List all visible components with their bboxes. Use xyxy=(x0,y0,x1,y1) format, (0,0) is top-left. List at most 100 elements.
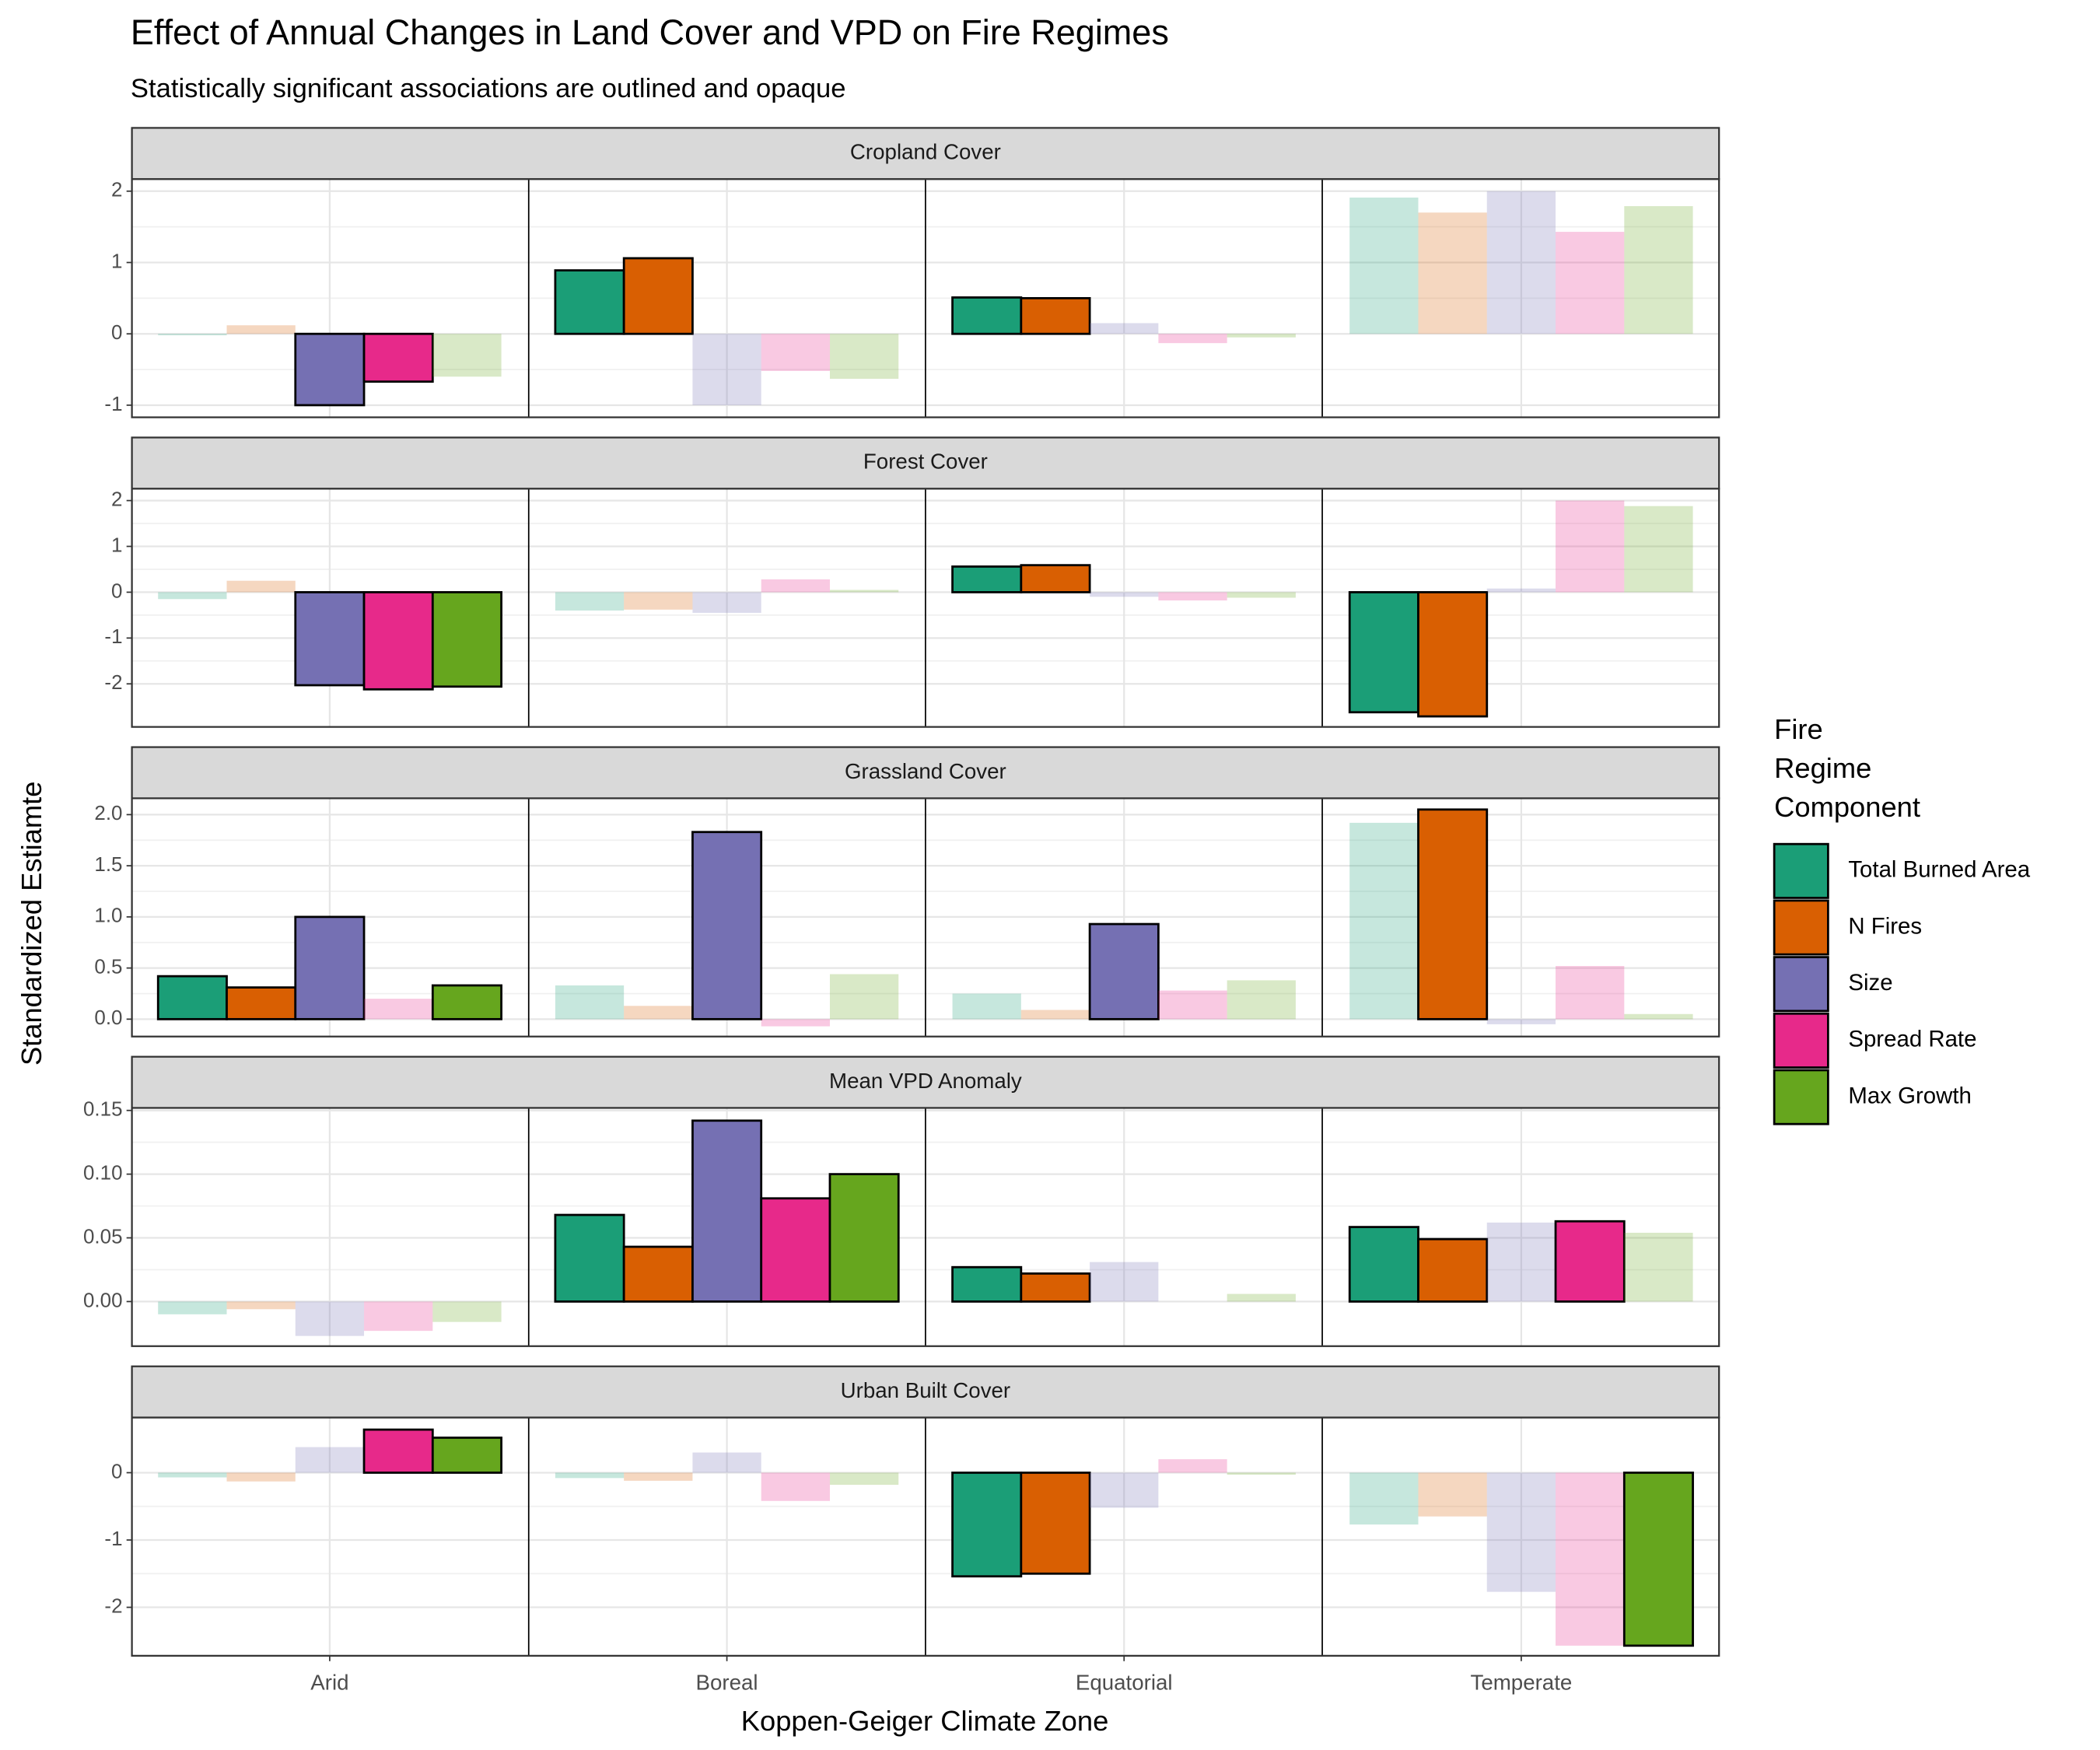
bar xyxy=(555,985,625,1020)
x-axis-label: Koppen-Geiger Climate Zone xyxy=(741,1705,1109,1737)
bar xyxy=(1158,990,1227,1020)
y-tick-label: 2 xyxy=(111,487,122,510)
bar xyxy=(951,565,1023,593)
y-tick-label: 0 xyxy=(111,579,122,602)
bar xyxy=(1227,592,1296,598)
bar xyxy=(156,975,228,1020)
bar xyxy=(1020,296,1091,335)
bar xyxy=(432,334,502,377)
bar xyxy=(691,1119,763,1303)
bar xyxy=(431,984,502,1020)
bar xyxy=(1417,591,1489,718)
bar xyxy=(362,332,434,383)
bar xyxy=(295,1447,365,1473)
bar xyxy=(951,296,1023,335)
legend-key xyxy=(1773,956,1829,1013)
x-tick-label: Boreal xyxy=(696,1671,758,1695)
bar xyxy=(226,986,297,1020)
y-tick-label: 0.15 xyxy=(83,1097,123,1121)
legend-label: Spread Rate xyxy=(1848,1027,1976,1052)
bar xyxy=(951,1265,1023,1303)
legend-label: Max Growth xyxy=(1848,1083,1972,1108)
legend-key xyxy=(1773,899,1829,956)
bar xyxy=(622,1245,694,1303)
bar xyxy=(952,993,1021,1020)
bar xyxy=(294,915,366,1020)
bar xyxy=(761,1019,830,1027)
y-tick-label: -2 xyxy=(104,670,122,694)
bar xyxy=(362,1428,434,1474)
bar xyxy=(761,334,830,371)
bar xyxy=(1227,334,1296,338)
y-tick-label: 0.00 xyxy=(83,1288,123,1311)
bar xyxy=(1622,1472,1694,1647)
bar xyxy=(692,592,761,613)
bar xyxy=(1227,980,1296,1020)
bar xyxy=(828,1173,900,1303)
y-tick-label: -1 xyxy=(104,625,122,648)
legend-key xyxy=(1773,1012,1829,1069)
facet-strip xyxy=(131,1055,1720,1109)
bar xyxy=(554,1213,625,1303)
bar xyxy=(1418,1472,1487,1517)
bar xyxy=(554,269,625,335)
y-axis-label: Standardized Estiamte xyxy=(16,782,47,1066)
bar xyxy=(829,974,899,1020)
bar xyxy=(1624,1013,1693,1020)
bar xyxy=(624,1006,693,1020)
bar xyxy=(294,591,366,687)
x-tick-label: Equatorial xyxy=(1076,1671,1173,1695)
legend-key xyxy=(1773,842,1829,899)
y-tick-label: 0.5 xyxy=(94,954,122,978)
bar xyxy=(1556,1472,1625,1646)
bar xyxy=(951,1472,1023,1578)
bar xyxy=(1348,591,1419,714)
bar xyxy=(226,325,296,334)
bar xyxy=(624,1472,693,1481)
legend-label: Size xyxy=(1848,970,1892,996)
bar xyxy=(829,1472,899,1486)
bar xyxy=(1227,1472,1296,1475)
bar xyxy=(158,1301,227,1314)
legend-title: Fire Regime Component xyxy=(1774,712,1920,822)
bar xyxy=(1090,592,1159,597)
bar xyxy=(1556,232,1625,334)
bar xyxy=(760,1197,831,1303)
bar xyxy=(1418,212,1487,334)
y-tick-label: 1 xyxy=(111,249,122,272)
x-tick-label: Temperate xyxy=(1470,1671,1572,1695)
bar xyxy=(1417,808,1489,1020)
bar xyxy=(1486,588,1556,593)
y-tick-label: 0 xyxy=(111,1459,122,1482)
bar xyxy=(362,591,434,691)
bar xyxy=(158,334,227,336)
bar xyxy=(555,592,625,611)
bar xyxy=(432,1301,502,1322)
bar xyxy=(829,590,899,593)
bar xyxy=(1020,1272,1091,1303)
y-tick-label: -1 xyxy=(104,1527,122,1550)
y-tick-label: 2.0 xyxy=(94,801,122,824)
bar xyxy=(1090,1262,1159,1302)
facet-title: Cropland Cover xyxy=(850,140,1001,164)
bar xyxy=(1349,1472,1419,1525)
bar xyxy=(1486,1472,1556,1592)
bar xyxy=(1090,1472,1159,1508)
y-tick-label: 2 xyxy=(111,178,122,201)
bar xyxy=(555,1472,625,1479)
bar xyxy=(295,1301,365,1336)
y-tick-label: 1.5 xyxy=(94,852,122,876)
bar xyxy=(1554,1220,1626,1303)
bar xyxy=(226,580,296,593)
bar xyxy=(1158,334,1227,344)
bar xyxy=(692,334,761,405)
facet-title: Urban Built Cover xyxy=(841,1378,1011,1402)
y-tick-label: 0.10 xyxy=(83,1160,123,1184)
facet-title: Forest Cover xyxy=(863,450,988,474)
bar xyxy=(158,1472,227,1478)
y-tick-label: 0.0 xyxy=(94,1006,122,1029)
legend-label: N Fires xyxy=(1848,913,1922,939)
bar xyxy=(158,592,227,600)
bar xyxy=(431,591,502,688)
bar xyxy=(1556,500,1625,593)
